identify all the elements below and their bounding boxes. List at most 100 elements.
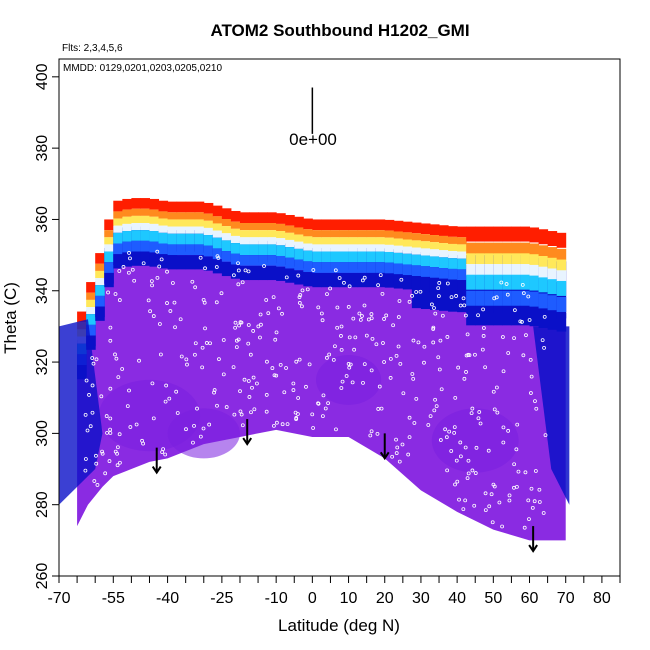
data-point [499, 280, 504, 285]
field-band-cell [547, 311, 558, 330]
data-point [339, 347, 344, 352]
data-point [319, 311, 324, 316]
field-band-cell [493, 306, 503, 326]
field-band-cell [493, 274, 503, 290]
field-band-cell [556, 248, 567, 261]
data-point [388, 356, 393, 361]
data-point [347, 335, 352, 340]
field-band-cell [239, 255, 250, 266]
field-band-cell [339, 262, 350, 273]
x-tick-label: 80 [593, 590, 611, 607]
field-band-cell [429, 235, 440, 243]
field-band-cell [556, 232, 567, 248]
data-point [542, 314, 547, 319]
field-band-cell [348, 272, 359, 288]
field-band-cell [303, 272, 313, 287]
data-point [236, 337, 241, 342]
data-point [174, 389, 179, 394]
data-point [529, 374, 534, 379]
data-point [430, 302, 434, 307]
data-point [445, 335, 450, 339]
field-band-cell [149, 241, 160, 253]
x-tick-label: 60 [521, 590, 539, 607]
data-point [262, 264, 266, 268]
field-band-cell [339, 237, 350, 245]
data-point [507, 493, 512, 498]
data-point [370, 336, 375, 341]
data-point [297, 295, 302, 300]
data-point [422, 344, 427, 349]
data-point [483, 508, 488, 513]
data-point [163, 399, 168, 404]
data-point [164, 383, 169, 388]
field-band-cell [538, 309, 549, 329]
field-band-cell [402, 264, 413, 276]
data-point [339, 386, 344, 390]
data-point [134, 422, 139, 427]
data-point [377, 384, 382, 389]
data-point [272, 423, 276, 428]
field-band-cell [95, 295, 105, 307]
data-point [236, 261, 240, 266]
field-band-cell [294, 270, 304, 285]
data-point [238, 389, 242, 394]
theta-field [59, 198, 570, 541]
data-point [246, 269, 251, 274]
field-band-cell [384, 237, 395, 245]
data-point [185, 362, 189, 367]
field-band-cell [493, 242, 503, 255]
data-point [320, 414, 325, 419]
data-point [248, 352, 253, 357]
data-point [95, 483, 100, 487]
data-point [100, 449, 104, 454]
data-point [200, 365, 205, 370]
field-band-cell [149, 209, 160, 217]
data-point [221, 338, 226, 342]
data-point [300, 288, 305, 293]
data-point [201, 426, 206, 431]
data-point [100, 451, 105, 456]
field-band-cell [113, 225, 123, 233]
data-point [184, 427, 188, 432]
data-point [150, 283, 154, 288]
field-band-cell [375, 272, 386, 288]
field-band-cell [285, 247, 295, 258]
field-band-cell [529, 254, 540, 266]
field-band-cell [411, 265, 422, 277]
data-point [407, 299, 412, 304]
field-band-cell [230, 243, 241, 254]
field-band-cell [511, 264, 521, 276]
field-band-cell [547, 268, 558, 280]
data-point [148, 309, 152, 314]
data-point [360, 314, 364, 318]
field-band-cell [113, 254, 123, 269]
data-point [378, 273, 383, 278]
field-band-cell [312, 251, 322, 263]
field-band-cell [366, 244, 377, 252]
data-point [305, 287, 310, 292]
field-band-cell [140, 223, 150, 231]
field-band-cell [484, 274, 494, 290]
field-band-cell [384, 273, 395, 288]
data-point [316, 401, 320, 406]
x-tick-label: 20 [376, 590, 394, 607]
data-point [470, 468, 475, 473]
field-band-cell [249, 255, 259, 266]
field-band-cell [457, 251, 467, 259]
data-point [217, 357, 221, 362]
data-point [410, 293, 414, 298]
field-band-cell [330, 262, 340, 273]
field-band-cell [393, 263, 404, 275]
data-point [506, 351, 511, 355]
data-point [470, 406, 475, 411]
data-point [239, 412, 244, 417]
data-point [325, 292, 329, 297]
data-point [304, 384, 308, 389]
data-point [117, 269, 122, 273]
data-point [368, 433, 373, 438]
data-point [399, 277, 404, 282]
data-point [274, 330, 279, 335]
field-band-cell [122, 223, 132, 232]
field-band-cell [167, 219, 178, 227]
data-point [466, 458, 471, 463]
